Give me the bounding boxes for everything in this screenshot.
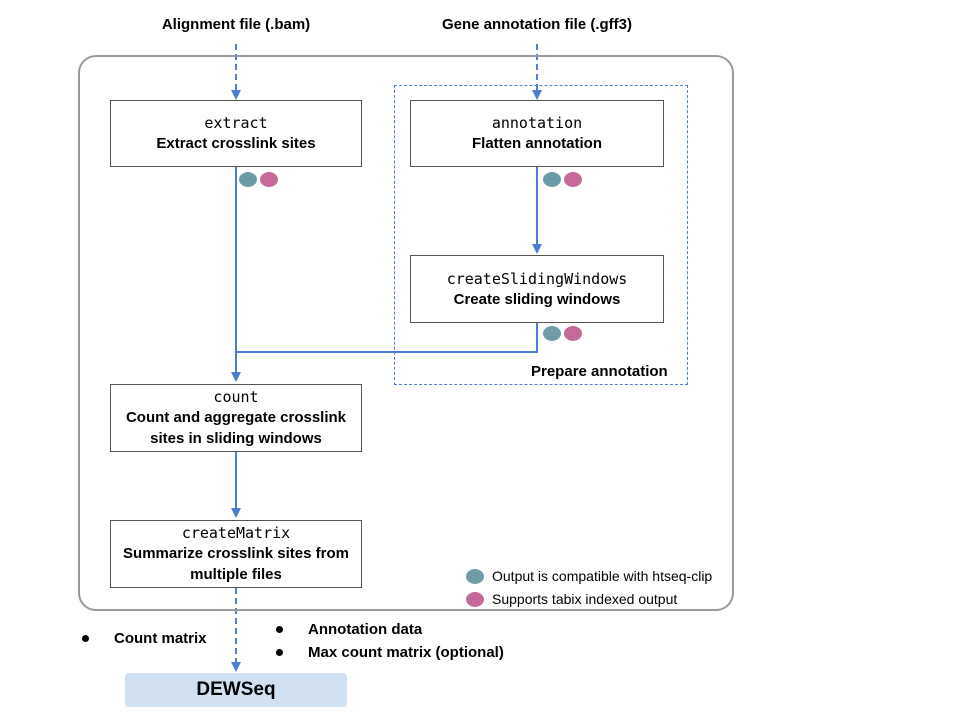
- create-matrix-description-line2: multiple files: [190, 566, 282, 583]
- output-count-matrix: Count matrix: [82, 630, 207, 647]
- annotation-tabix-dot: [564, 172, 582, 187]
- sliding-htseq-compatible-dot: [543, 326, 561, 341]
- bullet-icon: [276, 626, 283, 633]
- extract-description: Extract crosslink sites: [156, 135, 316, 152]
- legend-tabix-text: Supports tabix indexed output: [492, 591, 678, 607]
- output-annotation-data-text: Annotation data: [308, 621, 423, 638]
- annotation-description: Flatten annotation: [472, 135, 602, 152]
- input-gff3-label: Gene annotation file (.gff3): [442, 16, 632, 33]
- count-description-line2: sites in sliding windows: [150, 430, 322, 447]
- workflow-frame: [78, 55, 734, 611]
- sliding-windows-description: Create sliding windows: [453, 290, 621, 308]
- dewseq-label: DEWSeq: [196, 679, 276, 700]
- output-annotation-data: Annotation data: [276, 621, 422, 638]
- extract-step-box: extract Extract crosslink sites: [110, 100, 362, 167]
- input-bam-label: Alignment file (.bam): [161, 16, 311, 33]
- output-count-matrix-text: Count matrix: [114, 630, 207, 647]
- count-step-box: count Count and aggregate crosslink site…: [110, 384, 362, 452]
- count-command: count: [213, 388, 259, 406]
- sliding-to-count-connector: [236, 323, 538, 353]
- annotation-htseq-compatible-dot: [543, 172, 561, 187]
- prepare-annotation-label: Prepare annotation: [531, 363, 668, 380]
- extract-htseq-compatible-dot: [239, 172, 257, 187]
- annotation-step-box: annotation Flatten annotation: [410, 100, 664, 167]
- legend-teal-dot: [466, 569, 484, 584]
- extract-command: extract: [204, 114, 268, 132]
- legend-pink-dot: [466, 592, 484, 607]
- prepare-annotation-group: [394, 85, 688, 385]
- bullet-icon: [82, 635, 89, 642]
- dewseq-box: DEWSeq: [125, 673, 347, 707]
- extract-tabix-dot: [260, 172, 278, 187]
- sliding-tabix-dot: [564, 326, 582, 341]
- sliding-windows-command: createSlidingWindows: [446, 269, 628, 288]
- create-matrix-command: createMatrix: [181, 524, 291, 542]
- bullet-icon: [276, 649, 283, 656]
- count-description-line1: Count and aggregate crosslink: [125, 409, 347, 426]
- create-matrix-step-box: createMatrix Summarize crosslink sites f…: [110, 520, 362, 588]
- sliding-windows-step-box: createSlidingWindows Create sliding wind…: [410, 255, 664, 323]
- output-max-count-matrix-text: Max count matrix (optional): [308, 644, 504, 661]
- create-matrix-description-line1: Summarize crosslink sites from: [123, 545, 349, 562]
- legend-htseq-text: Output is compatible with htseq-clip: [492, 568, 713, 584]
- annotation-command: annotation: [491, 114, 583, 132]
- output-max-count-matrix: Max count matrix (optional): [276, 644, 504, 661]
